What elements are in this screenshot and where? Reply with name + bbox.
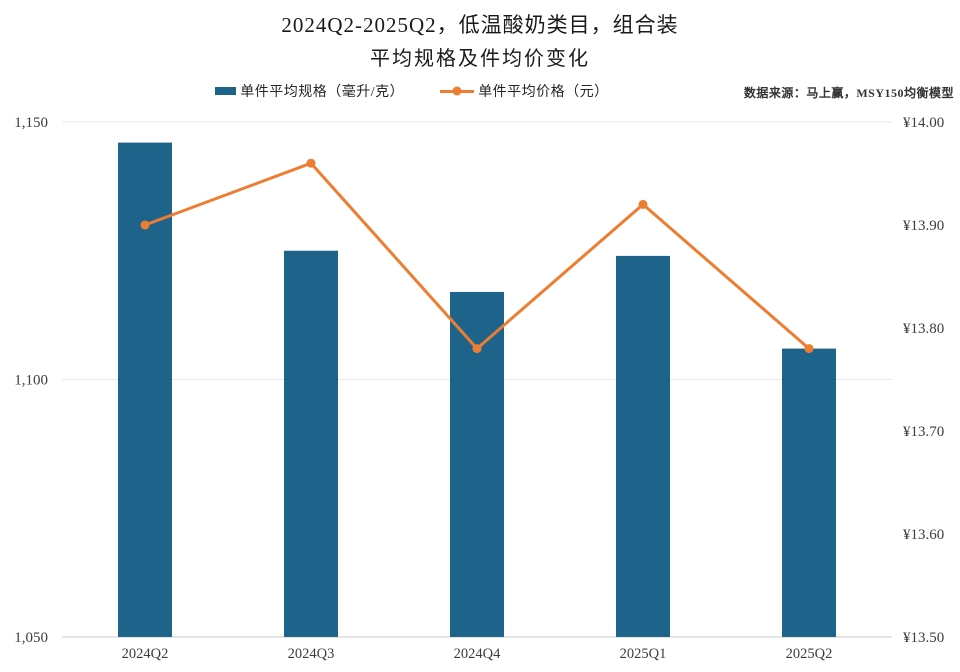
left-axis-tick-label: 1,150 (14, 115, 48, 131)
right-axis-tick-label: ¥13.90 (903, 218, 944, 234)
chart-title-line2: 平均规格及件均价变化 (370, 48, 590, 70)
line-series-dot-icon (452, 86, 462, 96)
right-axis-tick-label: ¥14.00 (903, 115, 944, 131)
source-note: 数据来源：马上赢，MSY150均衡模型 (743, 86, 954, 100)
x-axis-category-label: 2025Q1 (620, 646, 667, 662)
bar-2025Q2 (782, 348, 836, 637)
x-axis-category-label: 2024Q2 (122, 646, 169, 662)
legend-item-avg-spec: 单件平均规格（毫升/克） (215, 81, 404, 101)
right-axis-tick-label: ¥13.70 (903, 424, 944, 440)
x-axis-category-label: 2024Q4 (454, 646, 501, 662)
price-point-2024Q3 (306, 158, 316, 168)
legend-label-avg-price: 单件平均价格（元） (478, 85, 609, 100)
legend-item-avg-price: 单件平均价格（元） (440, 81, 609, 101)
x-axis-category-label: 2024Q3 (288, 646, 335, 662)
left-axis-tick-label: 1,100 (14, 373, 48, 389)
bar-2025Q1 (616, 255, 670, 637)
price-point-2025Q2 (804, 344, 814, 354)
left-axis-tick-label: 1,050 (14, 630, 48, 646)
right-axis-tick-label: ¥13.60 (903, 527, 944, 543)
price-point-2024Q2 (140, 220, 150, 230)
legend: 单件平均规格（毫升/克） 单件平均价格（元） (0, 81, 824, 101)
price-point-2025Q1 (638, 199, 648, 209)
right-axis-tick-label: ¥13.80 (903, 321, 944, 337)
chart-title-line1: 2024Q2-2025Q2，低温酸奶类目，组合装 (281, 13, 679, 37)
x-axis-category-label: 2025Q2 (786, 646, 833, 662)
line-series-swatch-icon (440, 86, 475, 96)
bar-2024Q3 (284, 250, 338, 637)
legend-label-avg-spec: 单件平均规格（毫升/克） (240, 85, 405, 100)
price-point-2024Q4 (472, 344, 482, 354)
bar-series-swatch-icon (215, 87, 237, 95)
bar-2024Q4 (450, 291, 504, 637)
right-axis-tick-label: ¥13.50 (903, 630, 944, 646)
